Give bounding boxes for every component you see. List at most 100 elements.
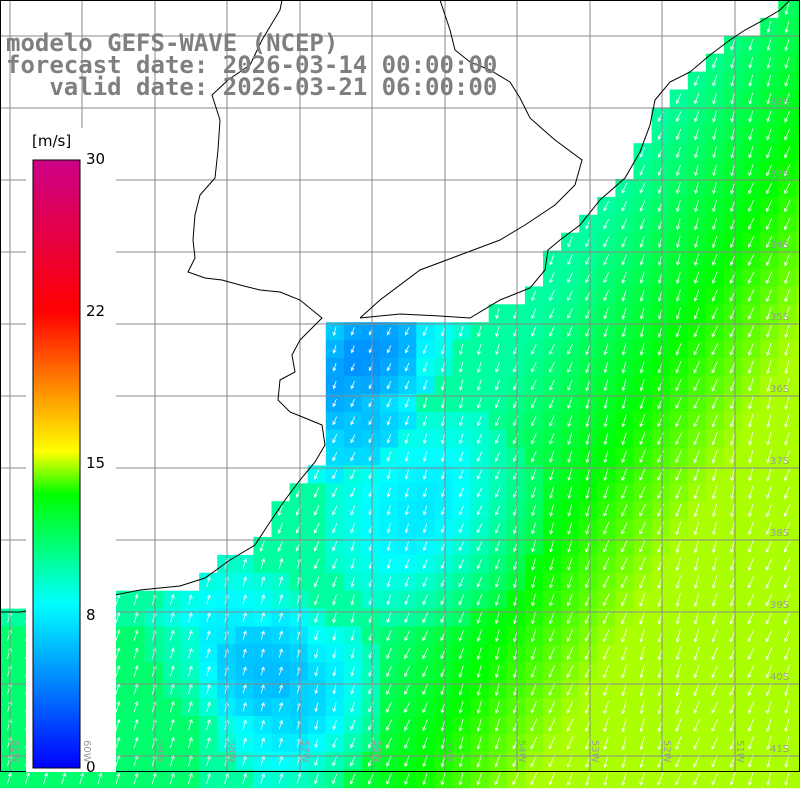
- lon-label-55w: 55W: [444, 740, 455, 763]
- wind-arrow: [549, 611, 555, 625]
- wind-cell: [778, 179, 797, 198]
- wind-arrow: [332, 630, 337, 642]
- wind-arrow: [765, 593, 773, 607]
- wind-arrow: [711, 772, 718, 786]
- wind-arrow: [188, 629, 193, 641]
- wind-arrow: [332, 594, 337, 606]
- wind-arrow: [639, 504, 646, 517]
- wind-arrow: [549, 486, 555, 499]
- wind-arrow: [386, 665, 392, 678]
- wind-arrow: [766, 289, 773, 303]
- wind-arrow: [332, 576, 337, 588]
- wind-arrow: [332, 523, 338, 534]
- wind-arrow: [260, 630, 265, 640]
- lon-label-51w: 51W: [734, 740, 745, 763]
- wind-arrow: [675, 503, 682, 518]
- wind-arrow: [711, 700, 719, 714]
- wind-arrow: [693, 700, 700, 714]
- wind-arrow: [676, 271, 681, 285]
- wind-arrow: [314, 773, 319, 785]
- wind-arrow: [404, 433, 410, 445]
- wind-arrow: [332, 684, 337, 695]
- wind-arrow: [549, 361, 555, 373]
- lon-label-59w: 59W: [154, 740, 165, 763]
- wind-arrow: [766, 772, 772, 786]
- lon-label-61w: 61W: [9, 740, 20, 763]
- wind-arrow: [712, 146, 717, 159]
- wind-arrow: [693, 343, 700, 356]
- wind-arrow: [386, 505, 391, 516]
- wind-arrow: [639, 718, 645, 733]
- wind-arrow: [548, 718, 556, 732]
- wind-cell: [615, 572, 635, 592]
- wind-arrow: [531, 397, 537, 409]
- wind-arrow: [404, 327, 410, 336]
- wind-arrow: [784, 342, 790, 357]
- wind-arrow: [314, 720, 319, 731]
- wind-arrow: [476, 576, 483, 588]
- wind-arrow: [242, 594, 247, 605]
- wind-arrow: [278, 773, 284, 784]
- wind-arrow: [639, 164, 646, 176]
- wind-arrow: [350, 505, 356, 516]
- wind-arrow: [386, 648, 392, 660]
- wind-arrow: [476, 683, 482, 696]
- wind-arrow: [313, 540, 320, 552]
- wind-arrow: [494, 433, 501, 445]
- wind-arrow: [676, 235, 681, 249]
- wind-cell: [289, 537, 309, 556]
- wind-arrow: [458, 647, 464, 660]
- wind-arrow: [350, 648, 355, 659]
- wind-arrow: [621, 736, 627, 751]
- wind-arrow: [512, 772, 520, 786]
- wind-arrow: [206, 772, 211, 784]
- wind-arrow: [711, 307, 718, 320]
- wind-arrow: [784, 39, 790, 52]
- wind-arrow: [242, 772, 247, 784]
- wind-cell: [796, 662, 800, 681]
- wind-arrow: [350, 594, 355, 606]
- wind-arrow: [585, 504, 591, 517]
- wind-cell: [796, 214, 800, 234]
- wind-arrow: [494, 665, 500, 678]
- wind-arrow: [386, 416, 392, 426]
- wind-arrow: [766, 449, 772, 464]
- wind-arrow: [386, 719, 393, 731]
- wind-cell: [543, 716, 562, 735]
- wind-arrow: [530, 772, 538, 786]
- wind-arrow: [675, 521, 682, 536]
- wind-arrow: [476, 647, 482, 661]
- wind-arrow: [495, 647, 500, 661]
- wind-arrow: [694, 182, 699, 195]
- lon-label-53w: 53W: [589, 740, 600, 763]
- wind-arrow: [567, 361, 573, 373]
- wind-cell: [343, 429, 363, 449]
- wind-arrow: [621, 414, 627, 428]
- wind-arrow: [675, 754, 682, 768]
- wind-arrow: [784, 611, 791, 625]
- wind-arrow: [639, 450, 646, 463]
- wind-arrow: [133, 593, 139, 605]
- wind-arrow: [476, 772, 483, 786]
- wind-arrow: [712, 557, 718, 572]
- wind-arrow: [748, 467, 754, 482]
- wind-arrow: [115, 629, 121, 641]
- wind-arrow: [766, 736, 772, 751]
- wind-arrow: [548, 647, 555, 661]
- wind-arrow: [639, 736, 645, 751]
- wind-arrow: [260, 612, 265, 623]
- wind-arrow: [422, 505, 428, 516]
- colorbar-unit: [m/s]: [30, 132, 74, 150]
- wind-arrow: [494, 558, 501, 570]
- wind-arrow: [766, 307, 772, 321]
- wind-arrow: [314, 648, 319, 659]
- wind-arrow: [621, 593, 628, 607]
- wind-arrow: [332, 737, 337, 749]
- wind-cell: [796, 411, 800, 431]
- wind-arrow: [603, 361, 609, 374]
- wind-cell: [796, 393, 800, 413]
- wind-arrow: [748, 200, 754, 213]
- wind-arrow: [784, 289, 790, 303]
- wind-arrow: [476, 469, 483, 480]
- colorbar: [32, 159, 81, 769]
